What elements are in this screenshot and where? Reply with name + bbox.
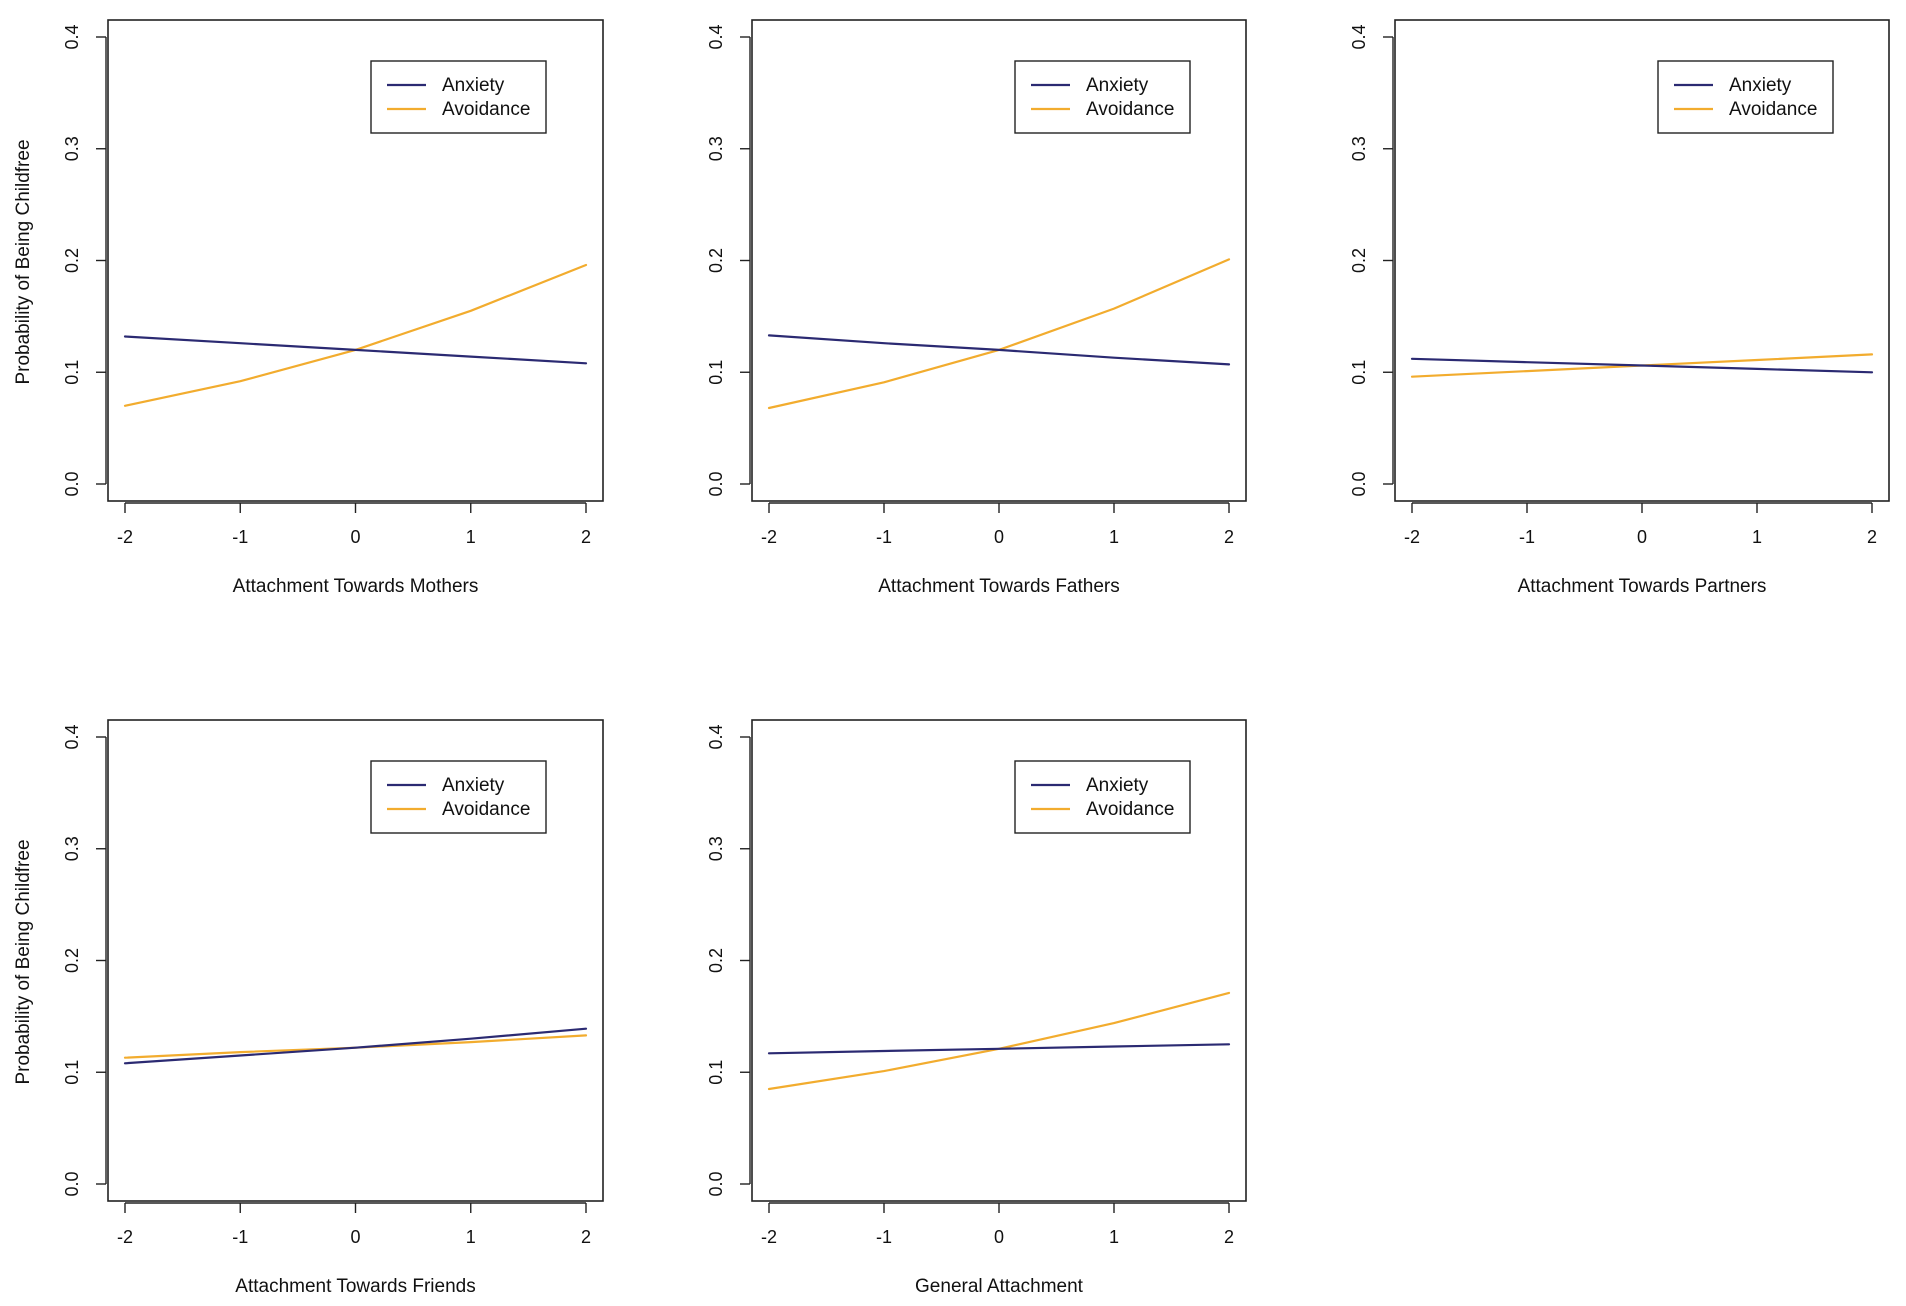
x-tick-label: -1: [876, 527, 892, 547]
plot-frame: [751, 19, 1247, 502]
y-tick-label: 0.2: [62, 248, 82, 273]
y-tick-label: 0.1: [62, 360, 82, 385]
y-tick-label: 0.0: [706, 1171, 726, 1196]
y-tick-label: 0.3: [62, 836, 82, 861]
series-line-anxiety: [767, 1043, 1231, 1055]
legend-box: [370, 60, 547, 134]
series-line-anxiety: [1410, 357, 1874, 374]
x-tick-label: 1: [1109, 1227, 1119, 1247]
panel-attachment-partners: -2 -1 0 1 2 0.0 0.1 0.2 0.3 0.4 Attachment Towards…: [1349, 19, 1890, 597]
x-tick-label: 1: [466, 1227, 476, 1247]
y-tick-label: 0.2: [706, 248, 726, 273]
legend-label-anxiety: Anxiety: [1086, 75, 1149, 96]
y-tick-label: 0.4: [62, 24, 82, 49]
x-axis-title: Attachment Towards Partners: [1518, 576, 1767, 597]
legend-label-avoidance: Avoidance: [442, 799, 530, 820]
x-tick-label: 2: [1224, 1227, 1234, 1247]
y-tick-label: 0.3: [1349, 136, 1369, 161]
x-tick-label: -2: [117, 527, 133, 547]
y-tick-label: 0.2: [1349, 248, 1369, 273]
y-tick-label: 0.4: [1349, 24, 1369, 49]
x-tick-label: 1: [1109, 527, 1119, 547]
x-tick-label: -1: [1519, 527, 1535, 547]
y-tick-label: 0.1: [1349, 360, 1369, 385]
plot-frame: [107, 19, 604, 502]
legend-box: [1657, 60, 1834, 134]
x-tick-label: 0: [994, 527, 1004, 547]
y-tick-label: 0.0: [62, 1171, 82, 1196]
plot-frame: [1394, 19, 1890, 502]
y-tick-label: 0.3: [62, 136, 82, 161]
x-tick-label: -2: [1404, 527, 1420, 547]
x-axis-title: Attachment Towards Friends: [235, 1276, 475, 1297]
x-tick-label: -1: [876, 1227, 892, 1247]
legend-label-anxiety: Anxiety: [442, 775, 505, 796]
y-tick-label: 0.3: [706, 136, 726, 161]
x-tick-label: -2: [117, 1227, 133, 1247]
x-tick-label: 2: [581, 527, 591, 547]
panel-general-attachment: -2 -1 0 1 2 0.0 0.1 0.2 0.3 0.4 General Attachment…: [706, 719, 1247, 1297]
ylabel-row-1: Probability of Being Childfree: [13, 139, 34, 384]
x-tick-label: 2: [581, 1227, 591, 1247]
y-tick-label: 0.2: [706, 948, 726, 973]
panel-attachment-mothers: -2 -1 0 1 2 0.0 0.1 0.2 0.3 0.4 Attachment Towards…: [62, 19, 604, 597]
x-tick-label: 1: [466, 527, 476, 547]
x-tick-label: 0: [994, 1227, 1004, 1247]
x-tick-label: 0: [350, 1227, 360, 1247]
legend-box: [1014, 760, 1191, 834]
x-axis-title: Attachment Towards Mothers: [233, 576, 479, 597]
panel-attachment-fathers: -2 -1 0 1 2 0.0 0.1 0.2 0.3 0.4 Attachment Towards…: [706, 19, 1247, 597]
y-tick-label: 0.4: [62, 724, 82, 749]
series-line-anxiety: [123, 1027, 588, 1065]
ylabel-row-2: Probability of Being Childfree: [13, 839, 34, 1084]
y-tick-label: 0.1: [706, 360, 726, 385]
legend-label-anxiety: Anxiety: [1086, 775, 1149, 796]
y-tick-label: 0.1: [706, 1060, 726, 1085]
y-tick-label: 0.1: [62, 1060, 82, 1085]
y-tick-label: 0.0: [62, 471, 82, 496]
x-tick-label: 0: [350, 527, 360, 547]
y-tick-label: 0.0: [1349, 471, 1369, 496]
x-axis-title: General Attachment: [915, 1276, 1084, 1297]
x-tick-label: 2: [1867, 527, 1877, 547]
legend-label-anxiety: Anxiety: [1729, 75, 1792, 96]
x-tick-label: -1: [232, 1227, 248, 1247]
legend-label-avoidance: Avoidance: [1729, 99, 1817, 120]
legend-label-avoidance: Avoidance: [442, 99, 530, 120]
x-tick-label: 0: [1637, 527, 1647, 547]
x-tick-label: -1: [232, 527, 248, 547]
series-line-anxiety: [767, 334, 1231, 366]
x-axis-title: Attachment Towards Fathers: [878, 576, 1119, 597]
legend-label-avoidance: Avoidance: [1086, 99, 1174, 120]
legend-box: [370, 760, 547, 834]
legend-box: [1014, 60, 1191, 134]
legend-label-avoidance: Avoidance: [1086, 799, 1174, 820]
legend-label-anxiety: Anxiety: [442, 75, 505, 96]
x-tick-label: -2: [761, 527, 777, 547]
panel-attachment-friends: -2 -1 0 1 2 0.0 0.1 0.2 0.3 0.4 Attachment Towards…: [62, 719, 604, 1297]
x-tick-label: 2: [1224, 527, 1234, 547]
x-tick-label: 1: [1752, 527, 1762, 547]
y-tick-label: 0.0: [706, 471, 726, 496]
series-line-anxiety: [123, 335, 588, 365]
x-tick-label: -2: [761, 1227, 777, 1247]
y-tick-label: 0.4: [706, 724, 726, 749]
y-tick-label: 0.2: [62, 948, 82, 973]
y-tick-label: 0.4: [706, 24, 726, 49]
y-tick-label: 0.3: [706, 836, 726, 861]
plot-frame: [751, 719, 1247, 1202]
plot-frame: [107, 719, 604, 1202]
